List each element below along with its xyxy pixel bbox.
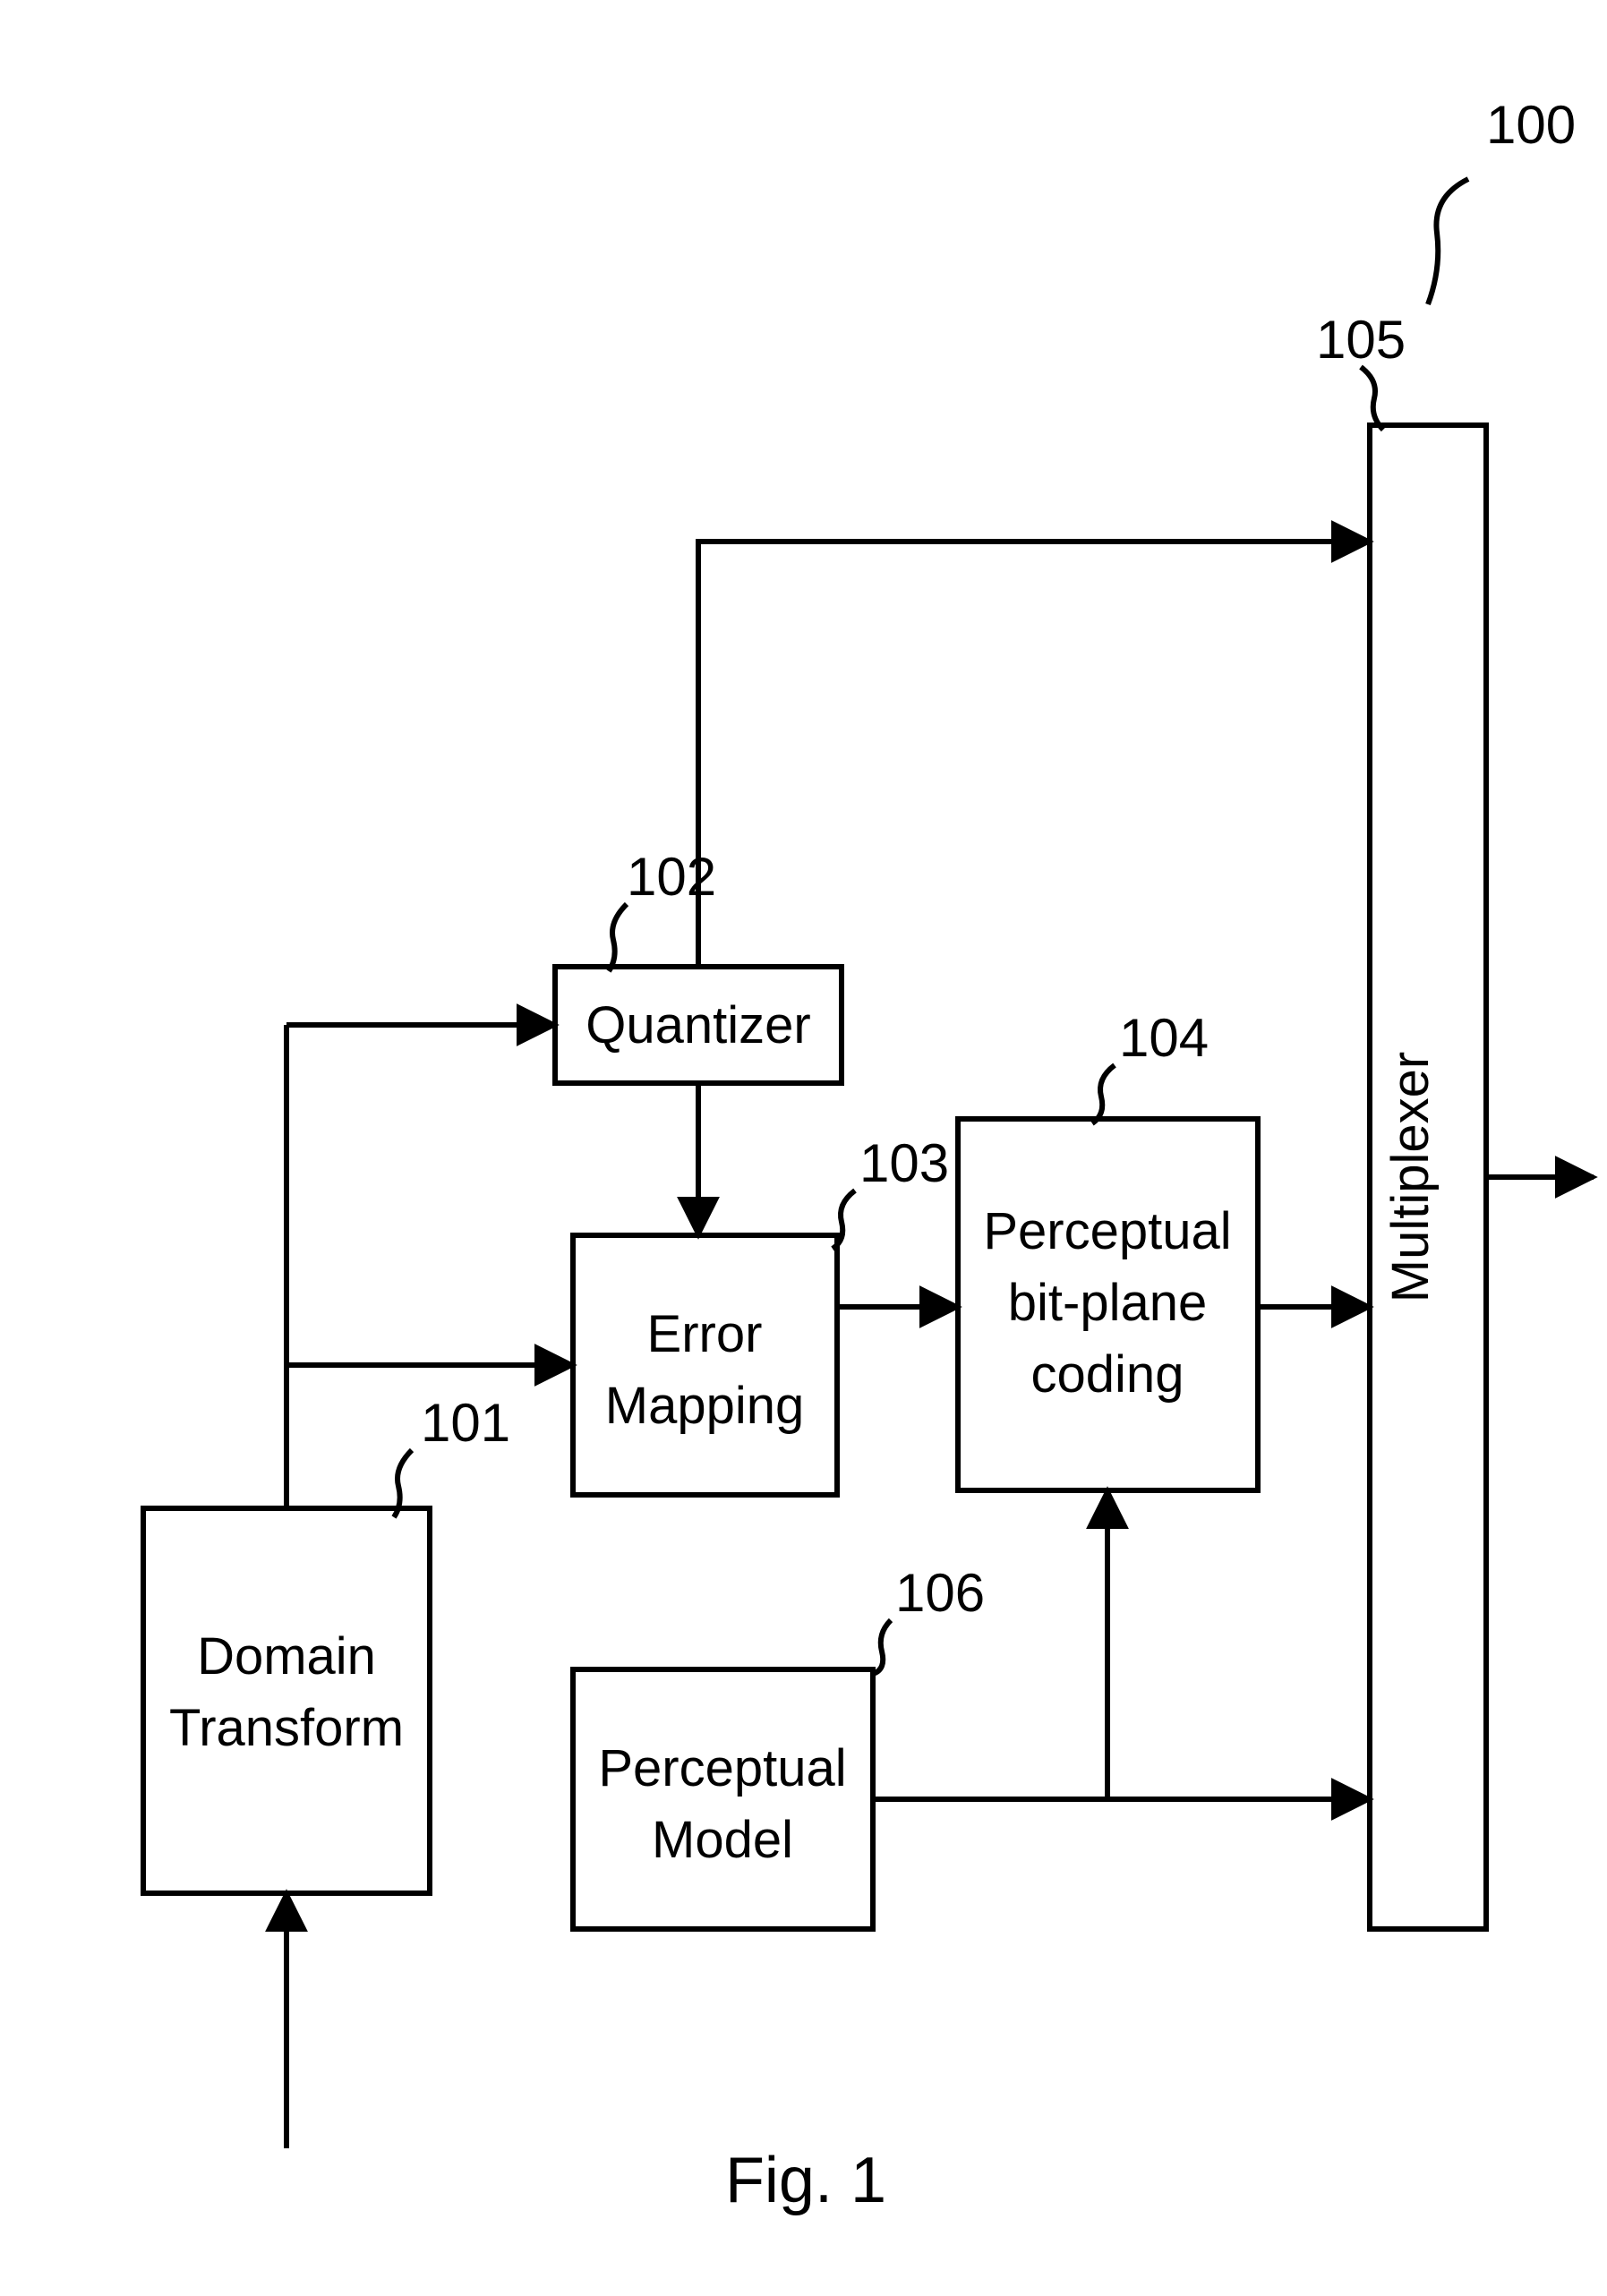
block-diagram: Domain Transform Quantizer Error Mapping… bbox=[0, 0, 1607, 2296]
ref-103: 103 bbox=[859, 1133, 949, 1193]
quantizer-label: Quantizer bbox=[586, 996, 810, 1054]
ref-102-leader bbox=[609, 904, 627, 971]
ref-105-leader bbox=[1361, 367, 1383, 430]
ref-106: 106 bbox=[895, 1563, 985, 1623]
multiplexer-label: Multiplexer bbox=[1381, 1052, 1440, 1302]
perceptual-model-label-1: Perceptual bbox=[598, 1739, 846, 1797]
domain-transform-label-1: Domain bbox=[197, 1627, 376, 1686]
ref-101: 101 bbox=[421, 1393, 510, 1453]
error-mapping-label-1: Error bbox=[647, 1305, 763, 1363]
ref-104-leader bbox=[1092, 1065, 1115, 1123]
perceptual-bitplane-label-2: bit-plane bbox=[1008, 1274, 1207, 1332]
edge-quantizer-mux bbox=[698, 542, 1370, 967]
edge-model-bitplane bbox=[873, 1490, 1107, 1799]
ref-105: 105 bbox=[1316, 310, 1406, 370]
ref-104: 104 bbox=[1119, 1008, 1209, 1068]
error-mapping-label-2: Mapping bbox=[605, 1377, 804, 1435]
ref-102: 102 bbox=[627, 847, 716, 907]
ref-106-leader bbox=[873, 1620, 891, 1674]
perceptual-model-label-2: Model bbox=[652, 1811, 793, 1869]
perceptual-model-box bbox=[573, 1669, 873, 1929]
ref-100: 100 bbox=[1486, 95, 1576, 155]
ref-100-leader bbox=[1428, 179, 1468, 304]
domain-transform-label-2: Transform bbox=[169, 1699, 404, 1757]
figure-caption: Fig. 1 bbox=[725, 2145, 886, 2216]
perceptual-bitplane-label-3: coding bbox=[1031, 1345, 1184, 1404]
error-mapping-box bbox=[573, 1235, 837, 1495]
perceptual-bitplane-label-1: Perceptual bbox=[983, 1202, 1231, 1260]
